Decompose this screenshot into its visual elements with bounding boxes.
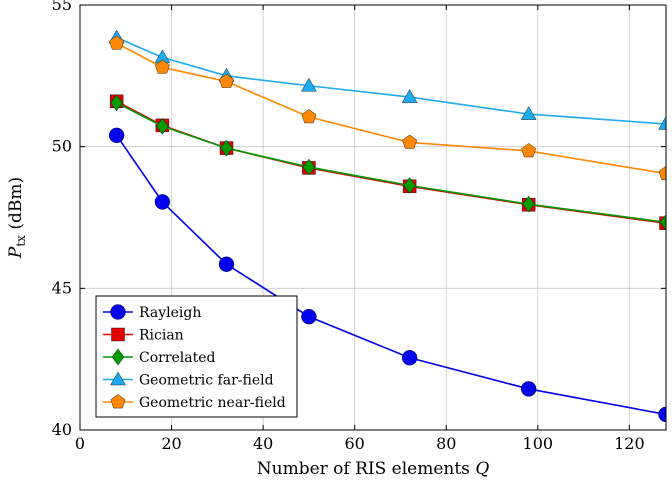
data-point-rayleigh bbox=[520, 381, 537, 397]
legend-item-geometric-near-field: Geometric near-field bbox=[103, 394, 286, 411]
data-point-rayleigh bbox=[401, 350, 418, 366]
data-point-correlated bbox=[522, 195, 535, 213]
legend-marker-correlated bbox=[111, 348, 125, 366]
data-point-geometric-near-field bbox=[109, 35, 124, 50]
series-rayleigh bbox=[108, 127, 666, 423]
data-point-geometric-far-field bbox=[520, 106, 537, 120]
series-geometric-far-field bbox=[108, 29, 666, 130]
x-tick-label: 120 bbox=[614, 434, 645, 453]
series-rician bbox=[109, 94, 666, 230]
data-point-rayleigh bbox=[658, 406, 666, 423]
legend-label: Rayleigh bbox=[139, 305, 201, 321]
data-point-rayleigh bbox=[154, 194, 171, 210]
x-tick-label: 0 bbox=[75, 434, 85, 453]
data-point-correlated bbox=[403, 177, 416, 194]
x-tick-label: 40 bbox=[253, 434, 273, 453]
x-tick-label: 80 bbox=[436, 434, 456, 453]
legend-item-rayleigh: Rayleigh bbox=[103, 304, 201, 321]
data-point-geometric-far-field bbox=[301, 77, 317, 92]
series-line-rician bbox=[116, 100, 666, 224]
x-tick-label: 60 bbox=[345, 434, 365, 453]
legend-marker-geometric-near-field bbox=[110, 394, 126, 409]
legend-marker-rayleigh bbox=[110, 304, 126, 320]
legend-item-correlated: Correlated bbox=[103, 348, 216, 366]
tick-layer: 0 20 40 60 80 100 120 40 45 50 55 bbox=[52, 0, 666, 453]
data-point-rayleigh bbox=[301, 308, 317, 325]
x-axis-label: Number of RIS elements Q bbox=[257, 459, 490, 479]
data-point-geometric-far-field bbox=[658, 116, 666, 130]
y-tick-label: 45 bbox=[52, 278, 72, 297]
legend: Rayleigh Rician Correlated Geometric far-fi… bbox=[95, 295, 298, 418]
data-point-correlated bbox=[220, 139, 233, 157]
legend-marker-geometric-far-field bbox=[110, 371, 126, 386]
data-point-geometric-near-field bbox=[658, 165, 666, 180]
data-point-correlated bbox=[156, 117, 169, 135]
y-tick-label: 40 bbox=[52, 420, 72, 439]
series-correlated bbox=[110, 94, 666, 231]
data-point-geometric-near-field bbox=[219, 73, 234, 88]
series-line-geometric-near-field bbox=[116, 42, 666, 175]
legend-label: Geometric near-field bbox=[139, 395, 286, 411]
series-line-correlated bbox=[116, 102, 666, 224]
x-tick-label: 20 bbox=[161, 434, 181, 453]
data-point-geometric-near-field bbox=[301, 109, 317, 124]
y-tick-label: 50 bbox=[52, 137, 72, 156]
data-point-rayleigh bbox=[108, 127, 125, 144]
legend-label: Correlated bbox=[139, 350, 216, 366]
data-point-geometric-near-field bbox=[155, 59, 170, 74]
data-point-correlated bbox=[302, 158, 316, 176]
series-layer bbox=[108, 29, 666, 423]
plot-frame bbox=[79, 4, 667, 431]
y-axis-label: Ptx (dBm) bbox=[6, 177, 28, 259]
data-point-geometric-near-field bbox=[402, 134, 417, 149]
y-tick-label: 55 bbox=[52, 0, 72, 14]
series-geometric-near-field bbox=[109, 35, 666, 180]
data-point-geometric-far-field bbox=[401, 89, 418, 103]
x-tick-label: 100 bbox=[523, 434, 554, 453]
legend-label: Rician bbox=[139, 328, 184, 344]
legend-item-rician: Rician bbox=[103, 328, 184, 344]
data-point-correlated bbox=[659, 213, 666, 231]
legend-item-geometric-far-field: Geometric far-field bbox=[103, 371, 274, 389]
data-point-rayleigh bbox=[218, 256, 235, 272]
legend-marker-rician bbox=[111, 327, 125, 342]
legend-label: Geometric far-field bbox=[139, 373, 274, 389]
data-point-correlated bbox=[110, 94, 123, 112]
series-line-geometric-far-field bbox=[116, 36, 666, 125]
data-point-geometric-near-field bbox=[521, 143, 537, 158]
